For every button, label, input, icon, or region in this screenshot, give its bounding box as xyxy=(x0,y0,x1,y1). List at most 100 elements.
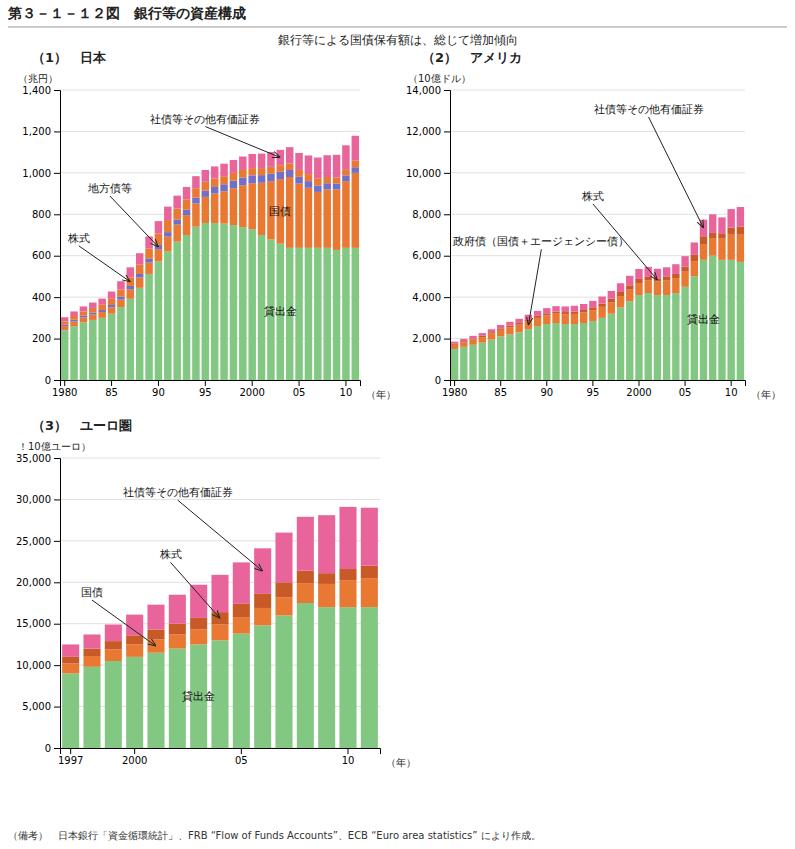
bar-segment xyxy=(89,303,97,308)
bar-segment xyxy=(173,225,181,242)
bar-segment xyxy=(543,313,550,315)
bar-segment xyxy=(98,305,106,310)
bar-segment xyxy=(681,266,688,271)
bar-segment xyxy=(681,272,688,287)
bar-segment xyxy=(635,295,642,380)
bar-segment xyxy=(62,644,79,656)
series-label: 貸出金 xyxy=(264,305,297,318)
bar-segment xyxy=(580,312,587,323)
annotation-arrow xyxy=(649,117,704,228)
series-label: 株式 xyxy=(581,190,604,203)
x-tick-mark xyxy=(592,380,593,386)
y-tick: 1,400 xyxy=(22,85,60,96)
bar-segment xyxy=(342,145,350,169)
y-tick-mark xyxy=(54,214,60,215)
bar-segment xyxy=(580,304,587,310)
bar-segment xyxy=(192,227,200,380)
y-tick-mark xyxy=(54,131,60,132)
bar-segment xyxy=(608,299,615,303)
bar-segment xyxy=(333,183,341,189)
bar-segment xyxy=(164,220,172,232)
x-tick-label: 10 xyxy=(342,755,355,766)
series-label: 政府債（国債＋エージェンシー債） xyxy=(453,235,629,248)
x-tick: 95 xyxy=(199,380,212,398)
x-tick-label: 10 xyxy=(725,387,738,398)
bar-segment xyxy=(80,311,88,315)
bar-segment xyxy=(589,307,596,310)
bar-segment xyxy=(89,320,97,380)
bar-segment xyxy=(239,170,247,177)
grid xyxy=(60,90,360,380)
bar-segment xyxy=(552,312,559,314)
bar-segment xyxy=(654,295,661,380)
bar-segment xyxy=(192,176,200,188)
bar-segment xyxy=(352,173,360,248)
bar-segment xyxy=(62,657,79,664)
x-tick-mark xyxy=(70,748,71,754)
bar-segment xyxy=(233,604,250,617)
bar-segment xyxy=(61,324,69,326)
panel-title: （3） ユーロ圏 xyxy=(32,418,132,433)
bar-segment xyxy=(127,278,135,286)
series-label: 社債等その他有価証券 xyxy=(123,486,233,499)
bar-segment xyxy=(145,236,153,248)
bar-segment xyxy=(211,625,228,641)
bar-segment xyxy=(691,255,698,261)
bar-segment xyxy=(230,225,238,380)
y-tick-mark xyxy=(54,541,60,542)
bar-segment xyxy=(488,329,495,332)
bar-segment xyxy=(497,330,504,337)
y-tick-label: 35,000 xyxy=(16,453,51,464)
x-tick-mark xyxy=(111,380,112,386)
bar-segment xyxy=(617,308,624,381)
bar-segment xyxy=(105,641,122,649)
bar-segment xyxy=(164,251,172,380)
bar-segment xyxy=(254,594,271,608)
x-tick-mark xyxy=(64,380,65,386)
chart-svg: 第３－１－１２図 銀行等の資産構成銀行等による国債保有額は、総じて増加傾向（備考… xyxy=(0,0,795,849)
bar-segment xyxy=(617,296,624,307)
bar-segment xyxy=(286,163,294,170)
bar-segment xyxy=(254,608,271,625)
grid-line xyxy=(450,131,745,132)
y-axis-line xyxy=(54,91,61,381)
bar-segment xyxy=(173,242,181,380)
series-label: 国債 xyxy=(269,205,291,218)
bar-segment xyxy=(297,603,314,748)
bar-segment xyxy=(451,349,458,380)
y-tick-mark xyxy=(54,582,60,583)
grid-line xyxy=(60,90,360,91)
bar-segment xyxy=(239,227,247,380)
bar-segment xyxy=(117,281,125,289)
bar-segment xyxy=(571,314,578,324)
bar-segment xyxy=(543,308,550,313)
bar-segment xyxy=(275,615,292,748)
bar-segment xyxy=(654,282,661,295)
subtitle: 銀行等による国債保有額は、総じて増加傾向 xyxy=(278,33,518,47)
x-tick-label: 1980 xyxy=(442,387,467,398)
series-label: 貸出金 xyxy=(182,690,215,703)
y-tick-mark xyxy=(54,90,60,91)
y-tick-mark xyxy=(54,458,60,459)
bar-segment xyxy=(339,569,356,581)
grid-line xyxy=(450,90,745,91)
x-tick-label: 2000 xyxy=(239,387,264,398)
series-label: 貸出金 xyxy=(687,313,720,326)
bar-segment xyxy=(361,566,378,578)
bar-segment xyxy=(239,156,247,169)
bar-segment xyxy=(70,322,78,327)
y-tick: 800 xyxy=(32,209,60,220)
bar-segment xyxy=(318,515,335,573)
bar-segment xyxy=(80,316,88,318)
bar-segment xyxy=(342,181,350,248)
x-tick: 90 xyxy=(152,380,165,398)
y-tick-label: 2,000 xyxy=(412,333,441,344)
x-tick: 1980 xyxy=(52,380,77,398)
series-label: 株式 xyxy=(159,548,182,561)
bar-segment xyxy=(323,177,331,183)
x-tick: 1980 xyxy=(442,380,467,398)
y-tick: 0 xyxy=(45,743,60,754)
bar-segment xyxy=(211,178,219,186)
y-tick-mark xyxy=(444,131,450,132)
bar-segment xyxy=(220,184,228,191)
